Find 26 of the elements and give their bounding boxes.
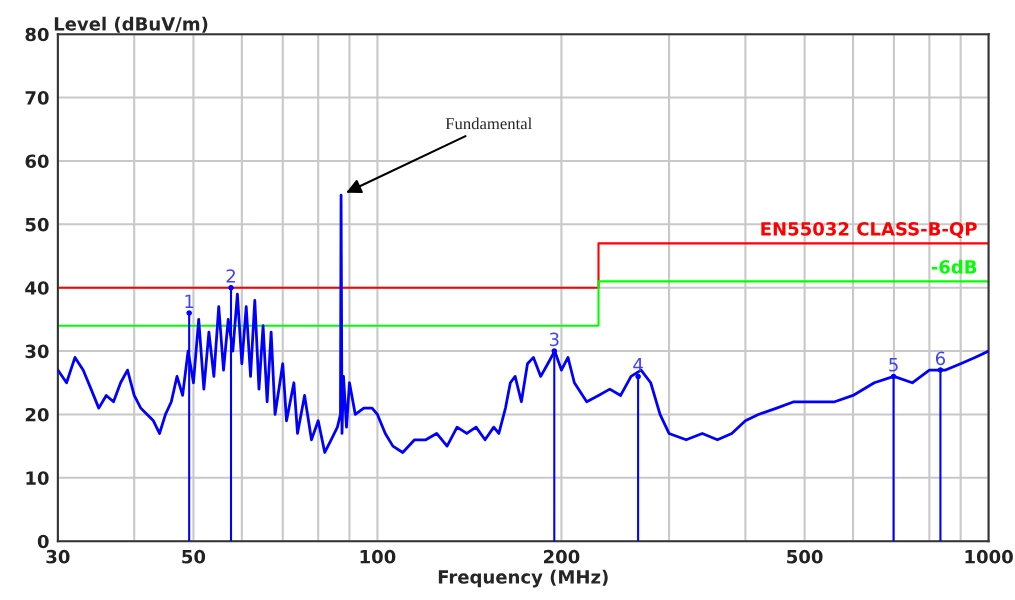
annotation: 2 <box>226 269 235 283</box>
x-axis-title: Frequency (MHz) <box>438 569 608 588</box>
annotation: 4 <box>633 358 643 372</box>
x-tick-label: 100 <box>360 549 396 564</box>
y-tick-label: 50 <box>25 217 49 232</box>
annotation: 5 <box>889 358 898 372</box>
annotation: Fundamental <box>445 117 532 130</box>
y-tick-label: 70 <box>25 91 49 105</box>
series-label: EN55032 CLASS-B-QP <box>761 222 977 239</box>
x-tick-label: 500 <box>787 549 823 564</box>
y-axis-title: Level (dBuV/m) <box>54 16 208 33</box>
series-label: -6dB <box>931 259 977 274</box>
x-tick-label: 30 <box>46 549 70 564</box>
annotation: 6 <box>935 351 946 366</box>
y-tick-label: 10 <box>26 471 49 485</box>
y-tick-label: 0 <box>37 534 49 549</box>
x-tick-label: 1000 <box>965 549 1013 564</box>
x-tick-label: 50 <box>182 549 206 564</box>
y-tick-label: 60 <box>25 154 49 169</box>
annotation: 3 <box>549 332 559 347</box>
x-tick-label: 200 <box>544 549 580 564</box>
y-tick-label: 40 <box>25 281 49 295</box>
annotation: 1 <box>185 294 194 308</box>
y-tick-label: 80 <box>25 27 49 42</box>
y-tick-label: 30 <box>25 344 49 359</box>
y-tick-label: 20 <box>25 407 49 422</box>
